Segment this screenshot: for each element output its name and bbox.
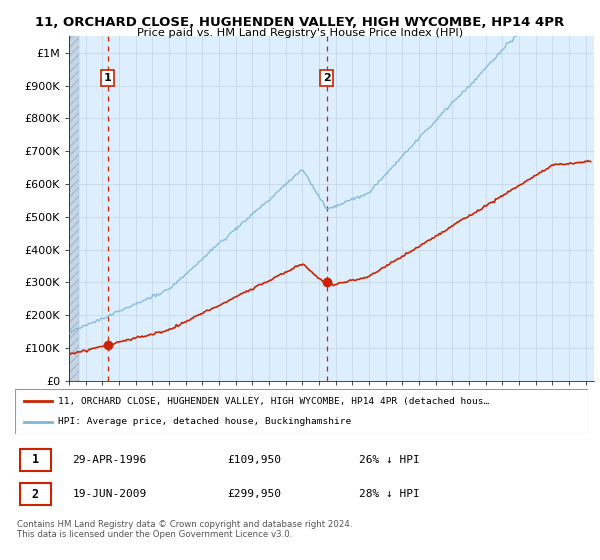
Text: 19-JUN-2009: 19-JUN-2009 bbox=[73, 489, 146, 499]
Text: 1: 1 bbox=[104, 73, 112, 83]
FancyBboxPatch shape bbox=[20, 483, 51, 505]
Text: £109,950: £109,950 bbox=[227, 455, 281, 465]
Text: 1: 1 bbox=[31, 454, 38, 466]
Text: 2: 2 bbox=[323, 73, 331, 83]
Text: 28% ↓ HPI: 28% ↓ HPI bbox=[359, 489, 419, 499]
Text: Contains HM Land Registry data © Crown copyright and database right 2024.
This d: Contains HM Land Registry data © Crown c… bbox=[17, 520, 352, 539]
Text: 2: 2 bbox=[31, 488, 38, 501]
FancyBboxPatch shape bbox=[20, 449, 51, 471]
Text: 29-APR-1996: 29-APR-1996 bbox=[73, 455, 146, 465]
Text: Price paid vs. HM Land Registry's House Price Index (HPI): Price paid vs. HM Land Registry's House … bbox=[137, 28, 463, 38]
Text: 11, ORCHARD CLOSE, HUGHENDEN VALLEY, HIGH WYCOMBE, HP14 4PR: 11, ORCHARD CLOSE, HUGHENDEN VALLEY, HIG… bbox=[35, 16, 565, 29]
Text: 26% ↓ HPI: 26% ↓ HPI bbox=[359, 455, 419, 465]
FancyBboxPatch shape bbox=[15, 389, 588, 434]
Text: 11, ORCHARD CLOSE, HUGHENDEN VALLEY, HIGH WYCOMBE, HP14 4PR (detached hous…: 11, ORCHARD CLOSE, HUGHENDEN VALLEY, HIG… bbox=[58, 397, 489, 406]
Text: HPI: Average price, detached house, Buckinghamshire: HPI: Average price, detached house, Buck… bbox=[58, 417, 351, 426]
Text: £299,950: £299,950 bbox=[227, 489, 281, 499]
